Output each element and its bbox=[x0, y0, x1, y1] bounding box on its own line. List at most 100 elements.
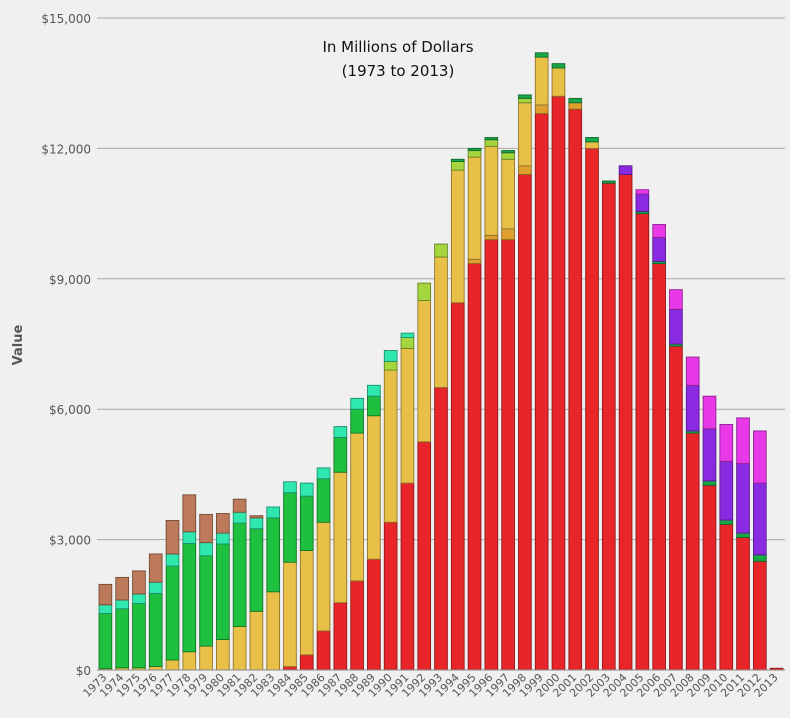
bar-segment bbox=[148, 593, 163, 667]
bar-segment bbox=[434, 243, 448, 258]
bar-segment bbox=[299, 495, 314, 551]
bar-segment bbox=[367, 415, 381, 560]
bar-segment bbox=[601, 182, 616, 671]
bar-segment bbox=[467, 258, 482, 265]
bar-segment bbox=[199, 542, 213, 557]
bar-segment bbox=[551, 95, 566, 671]
bar-segment bbox=[753, 560, 767, 671]
bar-segment bbox=[434, 256, 448, 388]
y-axis-label: Value bbox=[11, 324, 26, 365]
bar-segment bbox=[635, 189, 650, 195]
bar-segment bbox=[333, 426, 348, 438]
bar-segment bbox=[736, 417, 750, 464]
bar-segment bbox=[585, 147, 599, 671]
bar-segment bbox=[484, 145, 499, 236]
bar-segment bbox=[249, 610, 264, 671]
bar-segment bbox=[249, 517, 264, 530]
bar-segment bbox=[232, 498, 247, 513]
bar-segment bbox=[484, 137, 499, 141]
bar-segment bbox=[652, 263, 666, 671]
bar-segment bbox=[669, 289, 683, 310]
bar-segment bbox=[400, 332, 415, 338]
bar-segment bbox=[115, 599, 129, 610]
y-tick-label: $0 bbox=[76, 664, 91, 678]
bar-segment bbox=[316, 467, 331, 480]
bar-segment bbox=[400, 337, 415, 349]
bar-segment bbox=[165, 553, 180, 567]
bar-segment bbox=[585, 137, 599, 143]
bar-segment bbox=[232, 522, 247, 627]
bar-segment bbox=[417, 300, 432, 443]
bar-segment bbox=[165, 520, 180, 555]
bar-segment bbox=[518, 102, 532, 167]
bar-segment bbox=[501, 152, 515, 160]
bar-segment bbox=[98, 583, 113, 606]
bar-segment bbox=[702, 480, 717, 486]
bar-segment bbox=[367, 558, 381, 671]
bar-segment bbox=[199, 555, 213, 647]
bar-segment bbox=[568, 97, 583, 104]
bar-segment bbox=[299, 550, 314, 656]
bar-segment bbox=[635, 213, 650, 671]
bar-segment bbox=[719, 460, 734, 521]
bar-segment bbox=[232, 626, 247, 671]
bar-segment bbox=[417, 282, 432, 301]
bar-segment bbox=[450, 160, 465, 171]
bar-segment bbox=[249, 515, 264, 519]
bar-segment bbox=[283, 492, 297, 563]
bar-segment bbox=[467, 150, 482, 158]
bar-segment bbox=[501, 228, 515, 241]
bar-segment bbox=[333, 437, 348, 473]
bar-segment bbox=[518, 174, 532, 671]
bar-segment bbox=[199, 513, 213, 544]
bar-segment bbox=[618, 174, 633, 671]
bars bbox=[98, 52, 784, 671]
bar-segment bbox=[652, 224, 666, 238]
bar-segment bbox=[450, 158, 465, 162]
bar-segment bbox=[383, 360, 398, 371]
bar-segment bbox=[216, 513, 230, 534]
bar-segment bbox=[333, 602, 348, 671]
bar-segment bbox=[266, 506, 281, 519]
bar-segment bbox=[383, 521, 398, 671]
bar-segment bbox=[216, 639, 230, 671]
bar-segment bbox=[685, 356, 700, 386]
bar-segment bbox=[702, 395, 717, 430]
bar-segment bbox=[132, 603, 146, 669]
bar-segment bbox=[316, 630, 331, 671]
bar-segment bbox=[518, 94, 532, 99]
bar-segment bbox=[400, 347, 415, 484]
bar-segment bbox=[148, 666, 163, 671]
bar-segment bbox=[518, 97, 532, 104]
bar-segment bbox=[501, 239, 515, 671]
bar-segment bbox=[165, 659, 180, 671]
bar-segment bbox=[484, 239, 499, 671]
bar-segment bbox=[232, 511, 247, 524]
bar-segment bbox=[199, 645, 213, 671]
bar-segment bbox=[350, 397, 364, 410]
bar-segment bbox=[719, 423, 734, 462]
bar-segment bbox=[501, 158, 515, 230]
bar-segment bbox=[400, 482, 415, 671]
bar-segment bbox=[685, 432, 700, 671]
bar-segment bbox=[635, 193, 650, 212]
bar-segment bbox=[450, 302, 465, 671]
bar-segment bbox=[534, 52, 549, 58]
bar-segment bbox=[702, 428, 717, 482]
bar-segment bbox=[736, 463, 750, 534]
bar-segment bbox=[534, 104, 549, 115]
bar-segment bbox=[299, 654, 314, 671]
bar-segment bbox=[467, 156, 482, 260]
bar-segment bbox=[115, 608, 129, 669]
bar-segment bbox=[350, 432, 364, 582]
bar-segment bbox=[484, 234, 499, 241]
bar-segment bbox=[350, 408, 364, 434]
y-tick-label: $9,000 bbox=[49, 273, 91, 287]
bar-segment bbox=[669, 308, 683, 345]
bar-segment bbox=[685, 384, 700, 432]
bar-segment bbox=[182, 543, 197, 653]
bar-segment bbox=[417, 441, 432, 671]
bar-segment bbox=[719, 523, 734, 671]
